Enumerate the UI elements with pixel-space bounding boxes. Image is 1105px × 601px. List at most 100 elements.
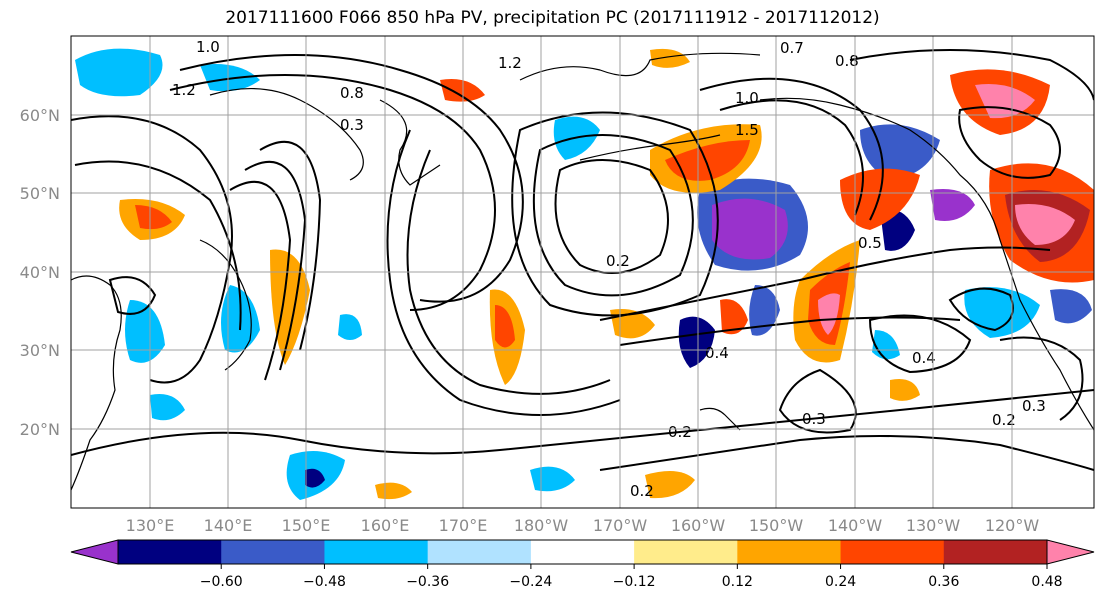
pv-contour-line xyxy=(778,368,857,434)
coastline-siberia xyxy=(209,88,364,181)
lat-labels: 60°N 50°N 40°N 30°N 20°N xyxy=(20,106,60,439)
colorbar-tick-label: −0.12 xyxy=(613,574,656,590)
figure-title: 2017111600 F066 850 hPa PV, precipitatio… xyxy=(225,8,880,28)
precip-pos-area xyxy=(665,140,750,181)
contour-label: 0.2 xyxy=(606,252,630,270)
colorbar-segment xyxy=(943,540,1048,564)
contour-label: 1.2 xyxy=(498,54,522,72)
precip-neg-area xyxy=(749,285,780,336)
colorbar-tick-label: 0.36 xyxy=(928,574,959,590)
colorbar-frame xyxy=(117,539,1048,565)
contour-label: 1.5 xyxy=(735,121,759,139)
colorbar-tick-label: 0.12 xyxy=(722,574,753,590)
contour-label: 1.0 xyxy=(196,38,220,56)
pv-contour-line xyxy=(619,316,961,346)
pv-contour-line xyxy=(71,389,1094,456)
pv-contour-line xyxy=(599,435,1094,471)
coastline-aleutians xyxy=(579,134,721,161)
precip-neg-area xyxy=(305,468,325,488)
coastline-alaska-north xyxy=(519,52,761,81)
lon-label: 170°E xyxy=(439,516,488,535)
precip-neg-area xyxy=(75,48,163,97)
precip-neg-area xyxy=(125,300,165,363)
precip-neg-area xyxy=(150,394,185,421)
lat-label: 20°N xyxy=(20,420,60,439)
pv-contour-line xyxy=(74,160,242,331)
contour-label: 0.3 xyxy=(802,410,826,428)
lon-label: 180°W xyxy=(514,516,569,535)
pv-contour-line xyxy=(999,336,1084,421)
precip-neg-area xyxy=(678,316,715,368)
lon-label: 160°E xyxy=(361,516,410,535)
lon-label: 150°W xyxy=(749,516,804,535)
colorbar-segment xyxy=(427,540,532,564)
colorbar: −0.60 −0.48 −0.36 −0.24 −0.12 0.12 0.24 0.36 0.4… xyxy=(70,539,1095,590)
coastline-asia xyxy=(71,275,122,491)
lat-label: 40°N xyxy=(20,263,60,282)
colorbar-segment xyxy=(324,540,429,564)
contour-label: 0.2 xyxy=(630,482,654,500)
coastline-north-america xyxy=(759,97,1094,431)
contour-label: 0.3 xyxy=(1022,397,1046,415)
precip-pos-area xyxy=(720,299,748,335)
precip-pos-area xyxy=(818,293,840,335)
colorbar-tick-label: −0.60 xyxy=(200,574,243,590)
precip-pos-area xyxy=(975,84,1035,119)
lon-label: 150°E xyxy=(282,516,331,535)
colorbar-ticks: −0.60 −0.48 −0.36 −0.24 −0.12 0.12 0.24 0.36 0.4… xyxy=(200,564,1063,590)
colorbar-tick-label: −0.24 xyxy=(509,574,552,590)
colorbar-tick-label: 0.48 xyxy=(1031,574,1062,590)
pv-contour-line xyxy=(868,314,972,374)
precip-pos-area xyxy=(1015,204,1075,245)
pv-contour-line xyxy=(179,54,524,303)
pv-contour-line xyxy=(71,115,233,384)
lat-label: 60°N xyxy=(20,106,60,125)
lon-label: 130°W xyxy=(906,516,961,535)
contour-label: 0.2 xyxy=(668,423,692,441)
precip-pos-area xyxy=(135,205,172,230)
pv-contour-line xyxy=(244,160,307,371)
lon-label: 120°W xyxy=(985,516,1040,535)
contour-label: 0.5 xyxy=(858,234,882,252)
colorbar-arrow-right xyxy=(1046,539,1095,565)
precip-pos-area xyxy=(495,305,515,348)
pv-contour-line xyxy=(229,180,292,381)
colorbar-segment xyxy=(840,540,945,564)
colorbar-segment xyxy=(221,540,325,564)
colorbar-tick-label: −0.36 xyxy=(406,574,449,590)
pv-contour-line xyxy=(599,246,1051,321)
pv-contour-line xyxy=(849,49,1094,101)
pv-contour-line xyxy=(259,140,322,351)
contour-label: 0.4 xyxy=(912,349,936,367)
coastline-hawaii xyxy=(699,407,741,431)
precip-neg-area xyxy=(964,287,1040,338)
lon-label: 130°E xyxy=(126,516,175,535)
colorbar-segment xyxy=(118,540,222,564)
gridlines xyxy=(71,36,1094,508)
pv-contour-line xyxy=(554,159,669,274)
precip-pos-area xyxy=(840,168,920,230)
contour-label: 0.8 xyxy=(835,52,859,70)
contour-labels: 1.0 1.2 0.8 0.3 0.7 0.8 1.2 1.0 1.5 0.2 … xyxy=(172,38,1046,500)
lat-label: 50°N xyxy=(20,184,60,203)
colorbar-tick-label: −0.48 xyxy=(303,574,346,590)
contour-label: 0.2 xyxy=(992,411,1016,429)
coastline-kamchatka xyxy=(379,99,441,186)
contour-label: 0.8 xyxy=(340,84,364,102)
contour-label: 0.7 xyxy=(780,39,804,57)
lon-label: 140°E xyxy=(204,516,253,535)
pv-contour-line xyxy=(532,134,694,297)
colorbar-arrow-left xyxy=(70,539,119,565)
coastlines xyxy=(71,52,1094,491)
pv-contour-line xyxy=(958,106,1061,179)
precip-pos-area xyxy=(650,48,690,68)
lon-label: 160°W xyxy=(671,516,726,535)
contour-label: 1.2 xyxy=(172,81,196,99)
precip-pos-area xyxy=(645,471,695,499)
contour-label: 0.4 xyxy=(705,344,729,362)
lon-label: 140°W xyxy=(828,516,883,535)
colorbar-segment xyxy=(530,540,635,564)
precip-pos-area xyxy=(375,482,412,500)
pv-contour-line xyxy=(108,276,157,315)
